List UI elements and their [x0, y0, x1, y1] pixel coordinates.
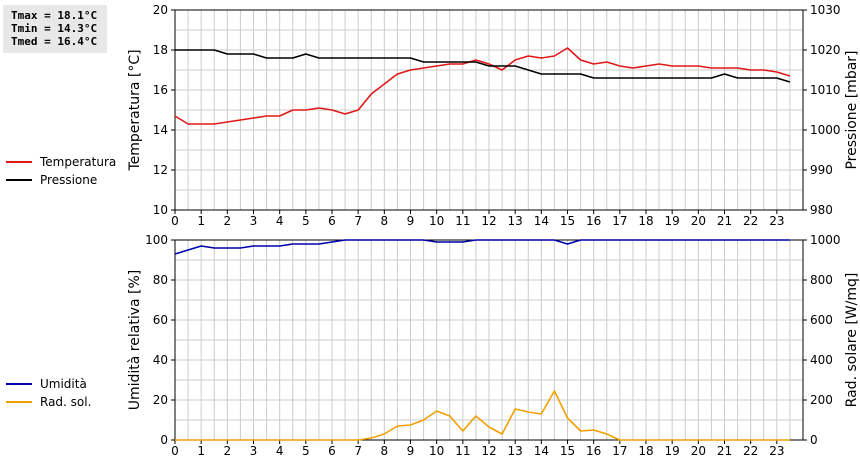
- tmin-label: Tmin = 14.3°C: [11, 22, 98, 35]
- y-tick-label-right: 1000: [810, 233, 841, 247]
- x-tick-label: 16: [586, 444, 601, 458]
- x-tick-label: 13: [508, 214, 523, 228]
- y-tick-label-left: 80: [153, 273, 168, 287]
- x-tick-label: 5: [302, 444, 310, 458]
- legend-bottom: Umidità Rad. sol.: [6, 375, 91, 411]
- x-tick-label: 16: [586, 214, 601, 228]
- y-tick-label-left: 18: [153, 43, 168, 57]
- x-tick-label: 15: [560, 214, 575, 228]
- y-tick-label-left: 12: [153, 163, 168, 177]
- x-tick-label: 11: [455, 444, 470, 458]
- x-tick-label: 14: [534, 214, 549, 228]
- y-axis-title-left: Temperatura [°C]: [127, 49, 143, 171]
- y-tick-label-left: 0: [160, 433, 168, 447]
- stats-box: Tmax = 18.1°C Tmin = 14.3°C Tmed = 16.4°…: [3, 5, 107, 53]
- x-tick-label: 12: [481, 214, 496, 228]
- y-tick-label-right: 600: [810, 313, 833, 327]
- y-tick-label-right: 400: [810, 353, 833, 367]
- x-tick-label: 10: [429, 214, 444, 228]
- x-tick-label: 5: [302, 214, 310, 228]
- x-tick-label: 20: [691, 214, 706, 228]
- y-tick-label-right: 1010: [810, 83, 841, 97]
- y-tick-label-left: 16: [153, 83, 168, 97]
- x-tick-label: 6: [328, 444, 336, 458]
- x-tick-label: 23: [769, 444, 784, 458]
- x-tick-label: 3: [250, 444, 258, 458]
- legend-swatch-pressure: [6, 179, 32, 181]
- x-tick-label: 23: [769, 214, 784, 228]
- y-tick-label-right: 200: [810, 393, 833, 407]
- y-tick-label-right: 1020: [810, 43, 841, 57]
- x-tick-label: 0: [171, 214, 179, 228]
- x-tick-label: 12: [481, 444, 496, 458]
- legend-label-humidity: Umidità: [40, 377, 87, 391]
- x-tick-label: 8: [381, 214, 389, 228]
- legend-swatch-radiation: [6, 401, 32, 403]
- x-tick-label: 17: [612, 444, 627, 458]
- x-tick-label: 8: [381, 444, 389, 458]
- y-axis-title-right: Pressione [mbar]: [844, 50, 860, 169]
- x-tick-label: 15: [560, 444, 575, 458]
- x-tick-label: 22: [743, 214, 758, 228]
- x-tick-label: 9: [407, 444, 415, 458]
- y-axis-title-right: Rad. solare [W/mq]: [844, 273, 860, 408]
- x-tick-label: 19: [665, 214, 680, 228]
- y-tick-label-left: 20: [153, 393, 168, 407]
- y-tick-label-left: 10: [153, 203, 168, 217]
- x-tick-label: 14: [534, 444, 549, 458]
- legend-label-pressure: Pressione: [40, 173, 98, 187]
- x-tick-label: 11: [455, 214, 470, 228]
- x-tick-label: 2: [224, 214, 232, 228]
- x-tick-label: 7: [354, 214, 362, 228]
- tmax-label: Tmax = 18.1°C: [11, 9, 98, 22]
- y-tick-label-left: 100: [145, 233, 168, 247]
- x-tick-label: 17: [612, 214, 627, 228]
- x-tick-label: 19: [665, 444, 680, 458]
- series-line-1-1: [175, 390, 790, 441]
- y-tick-label-left: 14: [153, 123, 168, 137]
- x-tick-label: 3: [250, 214, 258, 228]
- legend-item-temperature: Temperatura: [6, 153, 116, 171]
- x-tick-label: 2: [224, 444, 232, 458]
- x-tick-label: 4: [276, 444, 284, 458]
- x-tick-label: 13: [508, 444, 523, 458]
- series-line-0-0: [174, 47, 791, 125]
- y-tick-label-right: 1000: [810, 123, 841, 137]
- legend-item-humidity: Umidità: [6, 375, 91, 393]
- y-tick-label-right: 800: [810, 273, 833, 287]
- series-line-0-1: [175, 49, 791, 83]
- x-tick-label: 18: [638, 444, 653, 458]
- legend-item-pressure: Pressione: [6, 171, 116, 189]
- y-axis-title-left: Umidità relativa [%]: [127, 270, 143, 411]
- x-tick-label: 21: [717, 214, 732, 228]
- y-tick-label-left: 60: [153, 313, 168, 327]
- legend-swatch-temperature: [6, 161, 32, 163]
- y-tick-label-left: 40: [153, 353, 168, 367]
- y-tick-label-right: 990: [810, 163, 833, 177]
- x-tick-label: 1: [197, 444, 205, 458]
- y-tick-label-right: 1030: [810, 3, 841, 17]
- legend-swatch-humidity: [6, 383, 32, 385]
- x-tick-label: 1: [197, 214, 205, 228]
- x-tick-label: 20: [691, 444, 706, 458]
- legend-top: Temperatura Pressione: [6, 153, 116, 189]
- y-tick-label-left: 20: [153, 3, 168, 17]
- x-tick-label: 0: [171, 444, 179, 458]
- x-tick-label: 22: [743, 444, 758, 458]
- tmed-label: Tmed = 16.4°C: [11, 35, 98, 48]
- legend-label-radiation: Rad. sol.: [40, 395, 92, 409]
- x-tick-label: 9: [407, 214, 415, 228]
- x-tick-label: 6: [328, 214, 336, 228]
- x-tick-label: 7: [354, 444, 362, 458]
- y-tick-label-right: 0: [810, 433, 818, 447]
- legend-item-radiation: Rad. sol.: [6, 393, 91, 411]
- x-tick-label: 18: [638, 214, 653, 228]
- x-tick-label: 10: [429, 444, 444, 458]
- series-line-1-0: [174, 239, 790, 255]
- x-tick-label: 4: [276, 214, 284, 228]
- x-tick-label: 21: [717, 444, 732, 458]
- legend-label-temperature: Temperatura: [40, 155, 117, 169]
- y-tick-label-right: 980: [810, 203, 833, 217]
